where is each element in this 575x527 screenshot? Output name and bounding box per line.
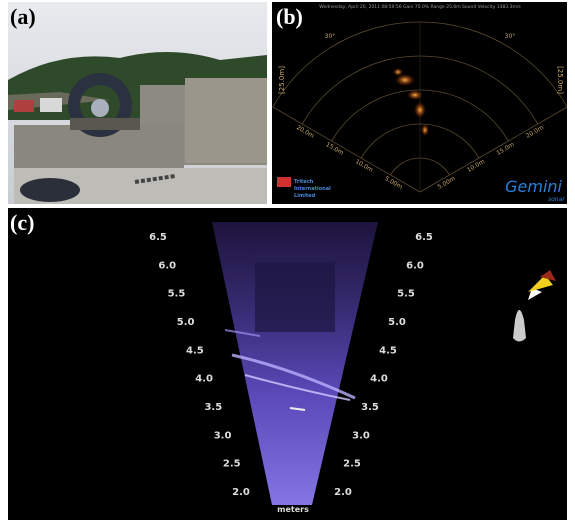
depth-label: 3.0	[214, 430, 232, 441]
depth-label: 4.5	[379, 345, 397, 356]
echo	[393, 68, 403, 76]
depth-label: 5.5	[168, 289, 186, 300]
depth-label: 3.0	[352, 430, 370, 441]
echo	[414, 102, 426, 118]
bearing-label: 30°	[325, 33, 336, 40]
depth-label: 6.5	[415, 232, 433, 243]
depth-label: 5.0	[177, 317, 195, 328]
max-range-label: [25.0m]	[556, 66, 564, 94]
depth-label: 4.0	[370, 374, 388, 385]
echo	[407, 90, 423, 100]
echo	[421, 124, 429, 136]
logo-text: International	[294, 186, 331, 192]
sonar-panel: Wednesday, April 20, 2011 08:59:56 Gain …	[272, 2, 567, 204]
max-range-label: [25.0m]	[278, 66, 286, 94]
logo-text: Limited	[294, 193, 316, 199]
depth-label: 3.5	[204, 402, 222, 413]
unit-label: meters	[277, 505, 309, 514]
panel-label: (c)	[10, 210, 34, 235]
depth-label: 6.0	[406, 260, 424, 271]
brand-sub: sonar	[548, 196, 565, 203]
depth-label: 5.0	[388, 317, 406, 328]
panel-label: (a)	[10, 4, 36, 29]
bearing-label: 30°	[505, 33, 516, 40]
photo-panel: (a)	[8, 2, 267, 204]
depth-label: 4.5	[186, 345, 204, 356]
depth-label: 4.0	[195, 374, 213, 385]
depth-label: 2.5	[223, 459, 241, 470]
depth-label: 2.5	[343, 459, 361, 470]
depth-label: 2.0	[232, 487, 250, 498]
depth-label: 2.0	[334, 487, 352, 498]
imaging-sonar-panel: meters (c) 6.5 6.5 6.0 6.0 5.5 5.5 5.0 5.0 4.5 4.…	[8, 208, 567, 520]
depth-label: 3.5	[361, 402, 379, 413]
depth-label: 5.5	[397, 289, 415, 300]
logo-text: Tritech	[294, 179, 314, 185]
figure: (a) Wednesday, April 20, 2011 08:59:56 G…	[0, 0, 575, 527]
depth-label: 6.5	[149, 232, 167, 243]
panel-label: (b)	[276, 4, 303, 29]
sonar-header: Wednesday, April 20, 2011 08:59:56 Gain …	[319, 4, 521, 10]
depth-label: 6.0	[158, 260, 176, 271]
brand: Gemini	[505, 177, 562, 196]
